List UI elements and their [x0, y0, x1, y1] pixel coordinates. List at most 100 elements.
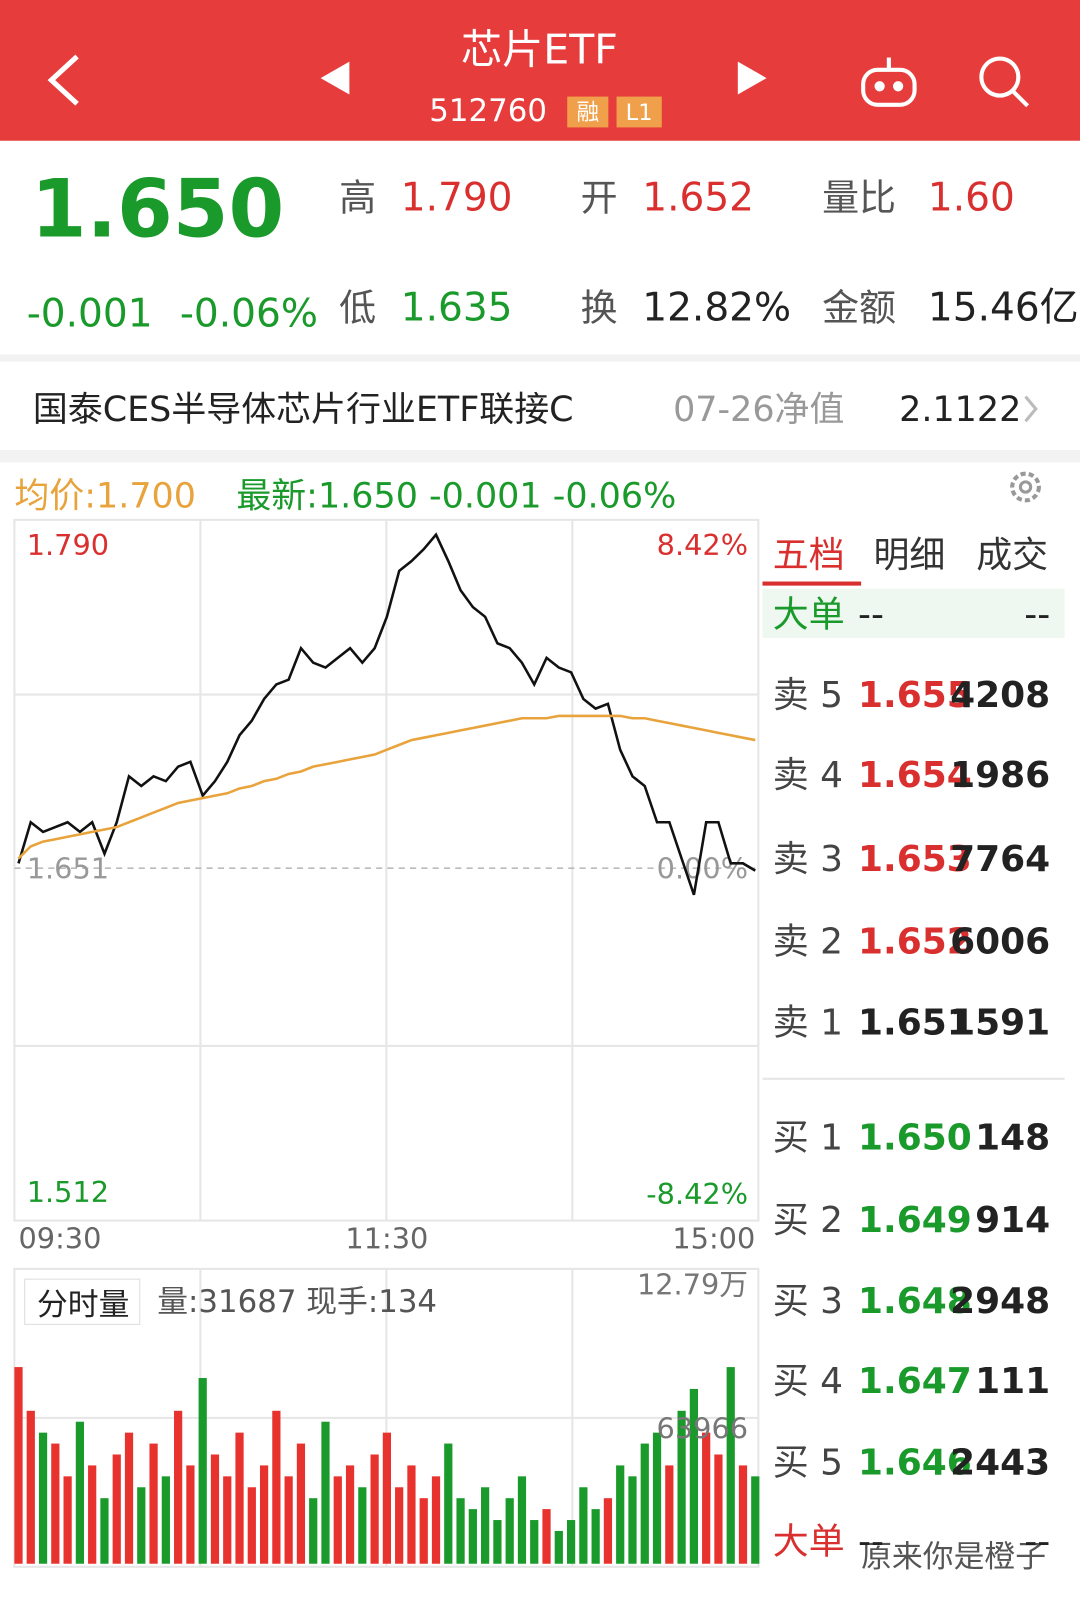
- back-button[interactable]: [47, 54, 79, 106]
- tab[interactable]: 成交: [976, 535, 1048, 576]
- volume-bar: [161, 1476, 170, 1564]
- badge: L1: [626, 100, 653, 126]
- field-value: 1.60: [928, 176, 1015, 221]
- divider: [0, 354, 1080, 362]
- big-order-label: 大单: [773, 1521, 845, 1562]
- change-pct: -0.06%: [180, 292, 318, 337]
- volume-bar: [419, 1498, 428, 1564]
- field-label: 换: [581, 287, 618, 330]
- code: 512760: [429, 93, 547, 129]
- big-order-left: --: [858, 1521, 884, 1562]
- volume-bar: [530, 1520, 539, 1564]
- book-price: 1.653: [858, 839, 972, 880]
- volume-title[interactable]: 分时量: [37, 1287, 129, 1323]
- field-label: 低: [339, 287, 376, 330]
- next-button[interactable]: [737, 61, 767, 95]
- volume-bar: [284, 1476, 293, 1564]
- field-value: 1.790: [401, 176, 513, 221]
- volume-bar: [321, 1421, 330, 1564]
- volume-bar: [100, 1498, 109, 1564]
- volume-total: 量:31687: [157, 1284, 296, 1320]
- field-value: 1.635: [401, 286, 513, 331]
- volume-bar: [333, 1476, 342, 1564]
- volume-bar: [382, 1432, 391, 1564]
- volume-bar: [407, 1465, 416, 1564]
- field-label: 金额: [822, 287, 896, 330]
- x-tick-label: 09:30: [18, 1221, 101, 1255]
- y-tick-label: 1.790: [27, 528, 109, 562]
- fund-name[interactable]: 国泰CES半导体芯片行业ETF联接C: [33, 390, 574, 430]
- book-price: 1.652: [858, 921, 972, 962]
- volume-bar: [51, 1443, 60, 1564]
- volume-bar: [370, 1454, 379, 1564]
- volume-bar: [640, 1443, 649, 1564]
- price-line: [17, 532, 756, 896]
- volume-bar: [26, 1410, 35, 1564]
- nav-label: 07-26净值: [673, 390, 844, 430]
- y-tick-label: 1.512: [27, 1175, 109, 1209]
- y2-tick-label: 0.00%: [657, 851, 748, 885]
- volume-bar: [247, 1487, 256, 1564]
- volume-bar: [505, 1498, 514, 1564]
- tab[interactable]: 明细: [873, 535, 945, 576]
- field-value: 12.82%: [642, 286, 791, 331]
- book-volume: 6006: [950, 921, 1050, 962]
- book-volume: 4208: [950, 675, 1050, 716]
- big-order-label: 大单: [773, 595, 845, 636]
- volume-bar: [738, 1465, 748, 1564]
- watermark: 原来你是橙子: [861, 1539, 1046, 1575]
- volume-bar: [579, 1487, 588, 1564]
- book-price: 1.646: [858, 1442, 972, 1483]
- volume-bar: [198, 1378, 207, 1564]
- volume-bar: [210, 1454, 220, 1564]
- volume-bar: [652, 1432, 662, 1564]
- volume-bar: [481, 1487, 490, 1564]
- volume-bar: [137, 1487, 146, 1564]
- tab[interactable]: 五档: [773, 535, 845, 576]
- title: 芯片ETF: [461, 26, 618, 74]
- volume-title-bg: [24, 1278, 141, 1325]
- book-label: 买 2: [773, 1200, 843, 1241]
- volume-tick-label: 12.79万: [637, 1268, 748, 1302]
- book-volume: 148: [975, 1118, 1050, 1159]
- book-volume: 7764: [950, 839, 1050, 880]
- volume-bar: [628, 1476, 637, 1564]
- book-price: 1.651: [858, 1003, 972, 1044]
- volume-bar: [75, 1421, 85, 1564]
- volume-bar: [751, 1476, 760, 1564]
- book-label: 卖 2: [773, 921, 843, 962]
- book-price: 1.649: [858, 1200, 972, 1241]
- volume-bar: [702, 1432, 711, 1564]
- volume-bar: [124, 1432, 134, 1564]
- robot-button[interactable]: [861, 57, 917, 107]
- volume-bar: [444, 1443, 453, 1564]
- volume-bar: [665, 1465, 674, 1564]
- prev-button[interactable]: [320, 61, 350, 95]
- volume-bar: [431, 1476, 441, 1564]
- book-label: 卖 3: [773, 839, 843, 880]
- field-label: 开: [581, 177, 618, 220]
- book-volume: 2443: [950, 1442, 1050, 1483]
- volume-bar: [493, 1520, 502, 1564]
- volume-bar: [272, 1410, 281, 1564]
- search-button[interactable]: [979, 56, 1030, 108]
- volume-bar: [235, 1432, 244, 1564]
- volume-bar: [14, 1367, 23, 1564]
- volume-bar: [456, 1498, 465, 1564]
- y2-tick-label: 8.42%: [657, 528, 748, 562]
- volume-bar: [517, 1476, 527, 1564]
- volume-bar: [566, 1520, 576, 1564]
- chevron: [1024, 395, 1038, 423]
- settings-icon[interactable]: [1010, 471, 1041, 503]
- volume-bar: [591, 1509, 600, 1564]
- change: -0.001: [27, 292, 153, 337]
- x-tick-label: 11:30: [345, 1221, 428, 1255]
- volume-bar: [726, 1367, 735, 1564]
- badge-bg: [567, 96, 609, 128]
- book-label: 买 4: [773, 1361, 843, 1402]
- field-value: 15.46亿: [928, 286, 1079, 331]
- book-price: 1.654: [858, 755, 972, 796]
- badge: 融: [576, 100, 599, 126]
- book-label: 卖 4: [773, 755, 843, 796]
